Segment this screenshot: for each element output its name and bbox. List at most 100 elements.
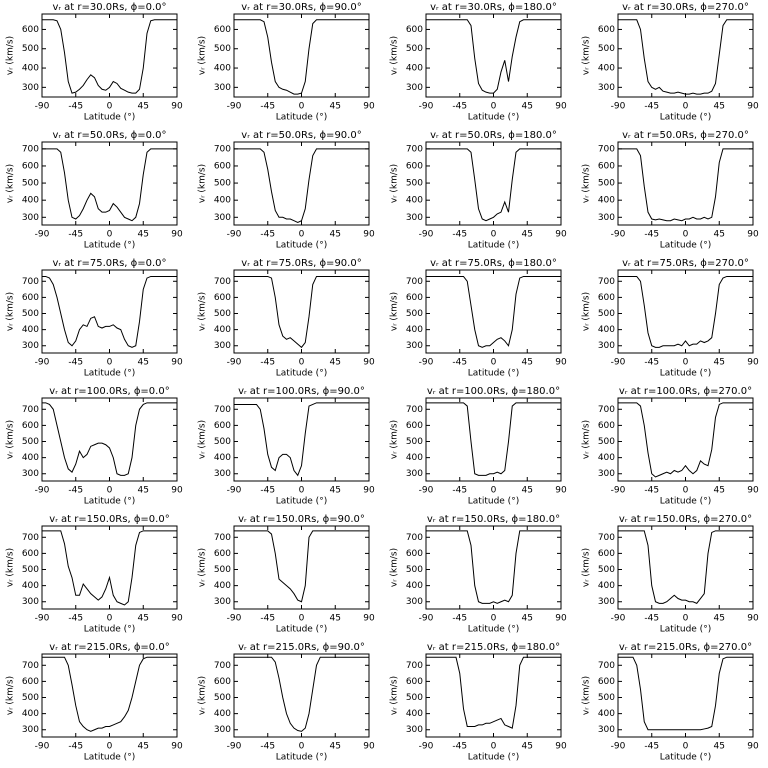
x-tick-label: 90 <box>363 358 375 368</box>
y-tick-label: 500 <box>598 437 615 447</box>
y-tick-label: 500 <box>214 179 231 189</box>
plot-frame <box>41 525 178 610</box>
y-tick-label: 700 <box>22 661 39 671</box>
y-tick-label: 600 <box>406 161 423 171</box>
y-tick-label: 500 <box>22 179 39 189</box>
x-tick-label: 45 <box>330 486 341 496</box>
x-tick-label: -45 <box>644 486 659 496</box>
panel-title: vᵣ at r=30.0Rs, ϕ=0.0° <box>52 2 166 13</box>
y-tick-label: 500 <box>406 565 423 575</box>
x-tick-label: 90 <box>171 742 183 752</box>
data-line <box>234 530 369 603</box>
y-axis-label: vᵣ (km/s) <box>6 164 16 203</box>
x-tick-label: 45 <box>138 358 149 368</box>
y-tick-label: 600 <box>406 293 423 303</box>
panel-title: vᵣ at r=30.0Rs, ϕ=90.0° <box>241 2 361 13</box>
y-tick-label: 500 <box>22 44 39 54</box>
plot-frame <box>425 141 562 226</box>
x-axis-label: Latitude (°) <box>660 625 711 635</box>
y-tick-label: 500 <box>598 179 615 189</box>
y-tick-label: 400 <box>406 64 423 74</box>
plot-frame <box>617 653 754 738</box>
data-line <box>42 19 177 94</box>
y-tick-label: 400 <box>214 325 231 335</box>
y-tick-label: 500 <box>598 309 615 319</box>
y-tick-label: 600 <box>214 421 231 431</box>
y-tick-label: 700 <box>598 405 615 415</box>
x-tick-label: 45 <box>522 742 533 752</box>
y-axis-label: vᵣ (km/s) <box>6 548 16 587</box>
y-tick-label: 500 <box>22 565 39 575</box>
y-tick-label: 300 <box>406 725 423 735</box>
y-tick-label: 700 <box>22 533 39 543</box>
x-tick-label: -90 <box>227 358 242 368</box>
x-tick-label: 0 <box>683 742 689 752</box>
x-tick-label: 90 <box>555 486 567 496</box>
plot-frame <box>233 653 370 738</box>
x-axis-label: Latitude (°) <box>276 113 327 123</box>
x-tick-label: -90 <box>227 102 242 112</box>
x-tick-label: -45 <box>260 358 275 368</box>
panel-title: vᵣ at r=75.0Rs, ϕ=180.0° <box>430 258 557 269</box>
y-tick-label: 400 <box>22 581 39 591</box>
x-tick-label: 90 <box>555 358 567 368</box>
plot-frame <box>233 13 370 98</box>
x-tick-label: -90 <box>35 230 50 240</box>
y-tick-label: 700 <box>406 533 423 543</box>
x-tick-label: 45 <box>138 742 149 752</box>
x-tick-label: -90 <box>419 358 434 368</box>
y-tick-label: 600 <box>22 421 39 431</box>
data-line <box>618 19 753 95</box>
y-axis-label: vᵣ (km/s) <box>390 420 400 459</box>
x-tick-label: 90 <box>363 230 375 240</box>
data-line <box>426 656 561 729</box>
y-axis-label: vᵣ (km/s) <box>582 292 592 331</box>
panel-title: vᵣ at r=150.0Rs, ϕ=0.0° <box>49 514 169 525</box>
x-tick-label: -90 <box>227 486 242 496</box>
panel-title: vᵣ at r=150.0Rs, ϕ=270.0° <box>619 514 752 525</box>
y-tick-label: 500 <box>214 437 231 447</box>
y-tick-label: 300 <box>214 341 231 351</box>
x-tick-label: 45 <box>714 230 725 240</box>
x-tick-label: 90 <box>171 486 183 496</box>
x-tick-label: 0 <box>107 102 113 112</box>
panel: vᵣ at r=30.0Rs, ϕ=180.0° -90 -45 0 45 90 300 40… <box>390 2 567 123</box>
data-line <box>618 148 753 222</box>
y-tick-label: 700 <box>22 144 39 154</box>
x-tick-label: -90 <box>35 486 50 496</box>
x-tick-label: -45 <box>452 230 467 240</box>
y-tick-label: 300 <box>406 213 423 223</box>
y-tick-label: 300 <box>22 725 39 735</box>
panel-title: vᵣ at r=50.0Rs, ϕ=270.0° <box>622 130 749 141</box>
panel: vᵣ at r=50.0Rs, ϕ=0.0° -90 -45 0 45 90 300 400 5… <box>6 130 183 251</box>
panel: vᵣ at r=215.0Rs, ϕ=0.0° -90 -45 0 45 90 300 400… <box>6 642 183 763</box>
y-tick-label: 600 <box>598 421 615 431</box>
data-line <box>234 19 369 95</box>
x-tick-label: -90 <box>35 614 50 624</box>
y-tick-label: 300 <box>598 725 615 735</box>
y-tick-label: 500 <box>406 44 423 54</box>
x-axis-label: Latitude (°) <box>660 753 711 763</box>
y-tick-label: 400 <box>214 453 231 463</box>
y-tick-label: 600 <box>406 25 423 35</box>
x-axis-label: Latitude (°) <box>660 369 711 379</box>
x-axis-label: Latitude (°) <box>276 497 327 507</box>
x-tick-label: -90 <box>419 102 434 112</box>
plot-frame <box>425 13 562 98</box>
y-tick-label: 300 <box>406 469 423 479</box>
y-tick-label: 300 <box>598 597 615 607</box>
y-tick-label: 400 <box>598 325 615 335</box>
y-axis-label: vᵣ (km/s) <box>582 548 592 587</box>
x-axis-label: Latitude (°) <box>84 241 135 251</box>
panel-title: vᵣ at r=75.0Rs, ϕ=270.0° <box>622 258 749 269</box>
plot-frame <box>425 525 562 610</box>
x-tick-label: 45 <box>138 102 149 112</box>
x-axis-label: Latitude (°) <box>84 369 135 379</box>
x-tick-label: 0 <box>683 358 689 368</box>
panel-title: vᵣ at r=150.0Rs, ϕ=180.0° <box>427 514 560 525</box>
y-axis-label: vᵣ (km/s) <box>6 420 16 459</box>
x-tick-label: 0 <box>491 614 497 624</box>
y-tick-label: 600 <box>598 161 615 171</box>
x-tick-label: -45 <box>260 486 275 496</box>
panel: vᵣ at r=30.0Rs, ϕ=0.0° -90 -45 0 45 90 300 400 5… <box>6 2 183 123</box>
